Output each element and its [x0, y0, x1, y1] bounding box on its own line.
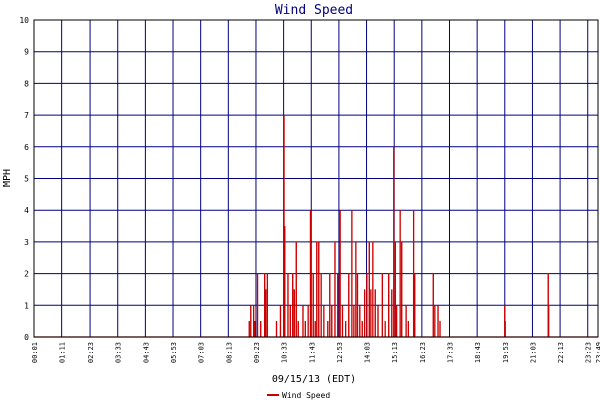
chart-title: Wind Speed: [275, 3, 353, 18]
x-tick-label: 17:33: [446, 342, 454, 363]
x-tick-label: 11:43: [308, 342, 316, 363]
x-tick-label: 10:33: [281, 342, 289, 363]
y-tick-label: 10: [19, 16, 29, 25]
series-line-wind-speed: [34, 115, 598, 338]
x-tick-label: 07:03: [198, 342, 206, 363]
y-tick-label: 9: [24, 48, 29, 57]
x-tick-labels: 00:01 01:11 02:23 03:33 04:43 05:53 07:03 08:13…: [31, 342, 600, 363]
x-tick-label: 04:43: [142, 342, 150, 363]
x-tick-label: 21:03: [529, 342, 537, 363]
y-tick-label: 0: [24, 333, 29, 342]
x-tick-label: 19:53: [502, 342, 510, 363]
x-tick-label: 22:13: [557, 342, 565, 363]
y-tick-labels: 0 1 2 3 4 5 6 7 8 9 10: [19, 16, 29, 342]
x-tick-label: 18:43: [474, 342, 482, 363]
x-tick-label: 23:49: [595, 342, 600, 363]
y-tick-label: 5: [24, 175, 29, 184]
x-tick-label: 03:33: [115, 342, 123, 363]
x-tick-label: 12:53: [336, 342, 344, 363]
x-tick-label: 23:23: [585, 342, 593, 363]
y-tick-label: 8: [24, 79, 29, 88]
y-tick-label: 6: [24, 143, 29, 152]
x-tick-label: 09:23: [253, 342, 261, 363]
x-tick-label: 01:11: [59, 342, 67, 363]
x-tick-label: 02:23: [87, 342, 95, 363]
legend: Wind Speed: [267, 391, 330, 400]
series-wind-speed: [34, 115, 598, 338]
x-tick-label: 08:13: [225, 342, 233, 363]
y-tick-label: 4: [24, 206, 29, 215]
y-tick-label: 1: [24, 301, 29, 310]
y-tick-label: 3: [24, 238, 29, 247]
x-tick-label: 05:53: [170, 342, 178, 363]
y-tick-label: 7: [24, 111, 29, 120]
plot-frame: [33, 19, 599, 338]
legend-label: Wind Speed: [282, 391, 330, 400]
y-tick-label: 2: [24, 270, 29, 279]
x-tick-label: 14:03: [364, 342, 372, 363]
x-axis-label: 09/15/13 (EDT): [272, 374, 356, 385]
gridlines: [33, 19, 599, 338]
x-tick-label: 00:01: [31, 342, 39, 363]
y-axis-label: MPH: [2, 169, 13, 187]
x-tick-label: 16:23: [419, 342, 427, 363]
x-tick-label: 15:13: [391, 342, 399, 363]
